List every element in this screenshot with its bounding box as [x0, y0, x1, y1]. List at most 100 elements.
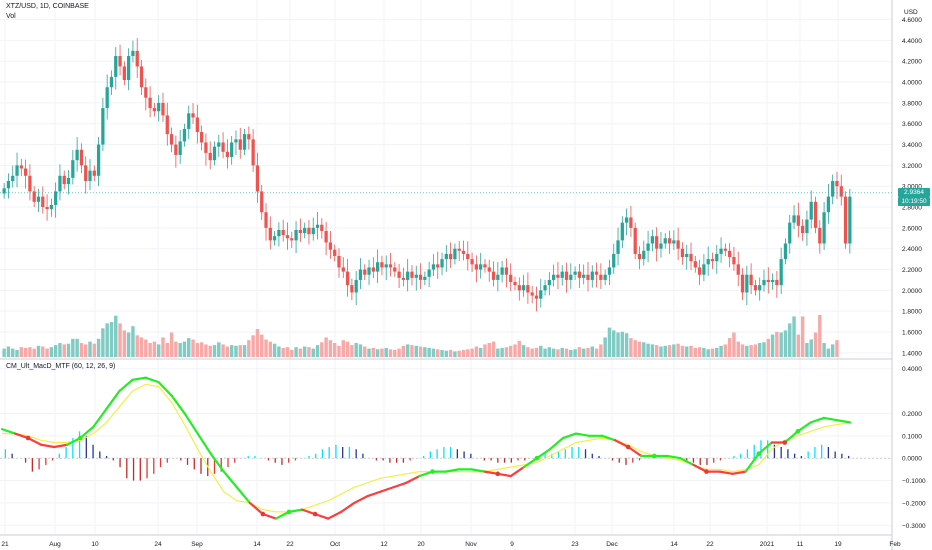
signal-line — [2, 383, 851, 513]
cross-marker — [795, 429, 801, 434]
candle-body — [242, 134, 247, 150]
macd-segment — [131, 376, 147, 381]
cross-marker — [782, 440, 788, 445]
volume-bar — [710, 348, 715, 357]
macd-line — [0, 376, 852, 520]
candle-body — [461, 250, 466, 254]
volume-bar — [144, 339, 148, 357]
macd-segment — [809, 416, 826, 424]
volume-bar — [221, 344, 225, 357]
volume-legend[interactable]: Vol — [6, 13, 16, 20]
time-axis-ticks: 21 Aug 10 24 Sep 14 22 Oct 12 20 Nov 9 23 Dec 14 22 2021… — [1, 541, 901, 548]
candle-body — [109, 76, 114, 88]
macd-segment — [327, 510, 343, 520]
candle-body — [423, 276, 427, 280]
volume-bar — [23, 347, 28, 357]
candle-body — [539, 290, 543, 299]
volume-bar — [663, 345, 667, 357]
volume-bar — [457, 350, 461, 357]
volume-bar — [826, 348, 831, 357]
candle-body — [723, 248, 727, 251]
macd-segment — [509, 466, 525, 478]
volume-bar — [277, 346, 281, 357]
time-tick-label: 9 — [510, 541, 514, 548]
macd-segment — [601, 434, 617, 442]
time-tick-label: 23 — [571, 541, 579, 548]
macd-segment — [353, 495, 369, 505]
indicator-legend[interactable]: CM_Ult_MacD_MTF (60, 12, 26, 9) — [6, 363, 116, 370]
price-tick-label: 4.6000 — [902, 17, 922, 24]
macd-segment — [718, 470, 734, 475]
candle-body — [230, 142, 234, 158]
volume-bar — [440, 350, 444, 357]
volume-bar — [371, 347, 376, 357]
volume-bar — [311, 348, 315, 357]
volume-bar — [350, 345, 354, 357]
volume-bar — [693, 347, 698, 357]
volume-bar — [453, 351, 457, 357]
candle-body — [448, 253, 453, 260]
candle-body — [363, 269, 367, 275]
candle-body — [689, 253, 693, 262]
volume-bar — [337, 345, 341, 357]
candle-body — [178, 141, 182, 155]
volume-bar — [822, 343, 826, 357]
volume-bar — [247, 340, 251, 357]
volume-bar — [783, 330, 788, 357]
candle-body — [28, 175, 32, 192]
macd-segment — [614, 439, 630, 449]
volume-bar — [285, 347, 290, 357]
volume-bar — [234, 345, 238, 357]
volume-bar — [290, 350, 294, 357]
candle-body — [127, 56, 131, 80]
candle-body — [66, 177, 71, 185]
volume-bar — [757, 343, 762, 357]
candlesticks[interactable] — [2, 38, 852, 312]
volume-bar — [423, 347, 427, 357]
candle-body — [444, 253, 448, 260]
candle-body — [491, 271, 496, 280]
volume-bar — [36, 345, 41, 357]
volume-bar — [818, 315, 822, 357]
volume-bar — [706, 349, 710, 357]
cross-marker — [534, 455, 540, 461]
volume-bar — [298, 348, 303, 357]
candle-body — [474, 264, 478, 270]
candle-body — [255, 165, 260, 192]
symbol-legend[interactable]: XTZ/USD, 1D, COINBASE — [6, 3, 89, 10]
candle-body — [380, 262, 384, 268]
candle-body — [517, 285, 521, 291]
price-tick-label: 1.6000 — [902, 330, 922, 337]
candle-body — [427, 269, 431, 277]
volume-bar — [199, 342, 204, 357]
volume-bar — [19, 347, 24, 357]
volume-bar — [79, 343, 84, 357]
candle-body — [582, 274, 586, 278]
macd-segment — [470, 468, 486, 473]
candle-body — [590, 271, 594, 280]
candle-body — [384, 264, 388, 268]
candle-body — [509, 274, 513, 283]
volume-bar — [208, 345, 212, 357]
price-tick-label: 1.4000 — [902, 350, 922, 357]
volume-bar — [637, 341, 642, 357]
candle-body — [19, 165, 23, 169]
macd-segment — [92, 407, 108, 428]
candle-body — [32, 191, 36, 202]
volume-bar — [401, 345, 406, 357]
candle-body — [835, 181, 839, 187]
volume-bar — [689, 345, 693, 357]
volume-bar — [414, 345, 418, 357]
volume-bar — [667, 345, 672, 357]
candle-body — [569, 274, 573, 280]
indicator-tick-label: 0.0000 — [902, 456, 922, 463]
candle-body — [96, 144, 101, 176]
candle-body — [706, 259, 710, 265]
candle-body — [294, 229, 298, 241]
volume-bar — [590, 346, 594, 357]
candle-body — [526, 285, 530, 293]
volume-bar — [152, 341, 157, 357]
volume-bar — [281, 347, 285, 357]
volume-bar — [478, 347, 483, 357]
